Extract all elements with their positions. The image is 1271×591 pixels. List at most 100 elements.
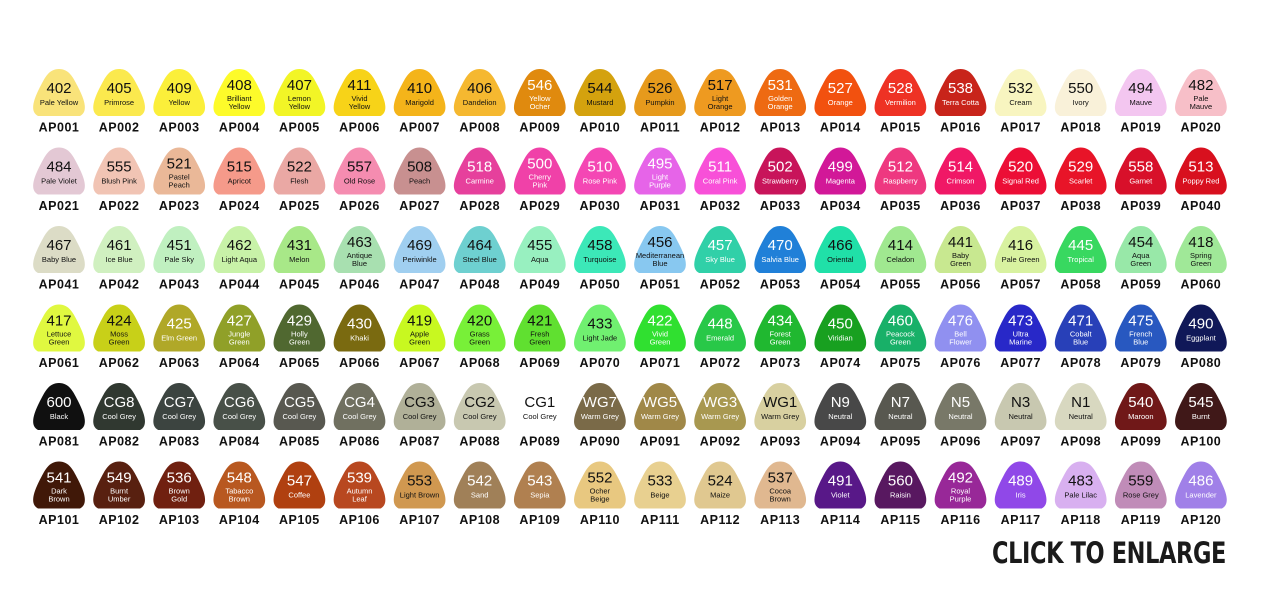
enlarge-button[interactable]: CLICK TO ENLARGE — [992, 536, 1227, 570]
